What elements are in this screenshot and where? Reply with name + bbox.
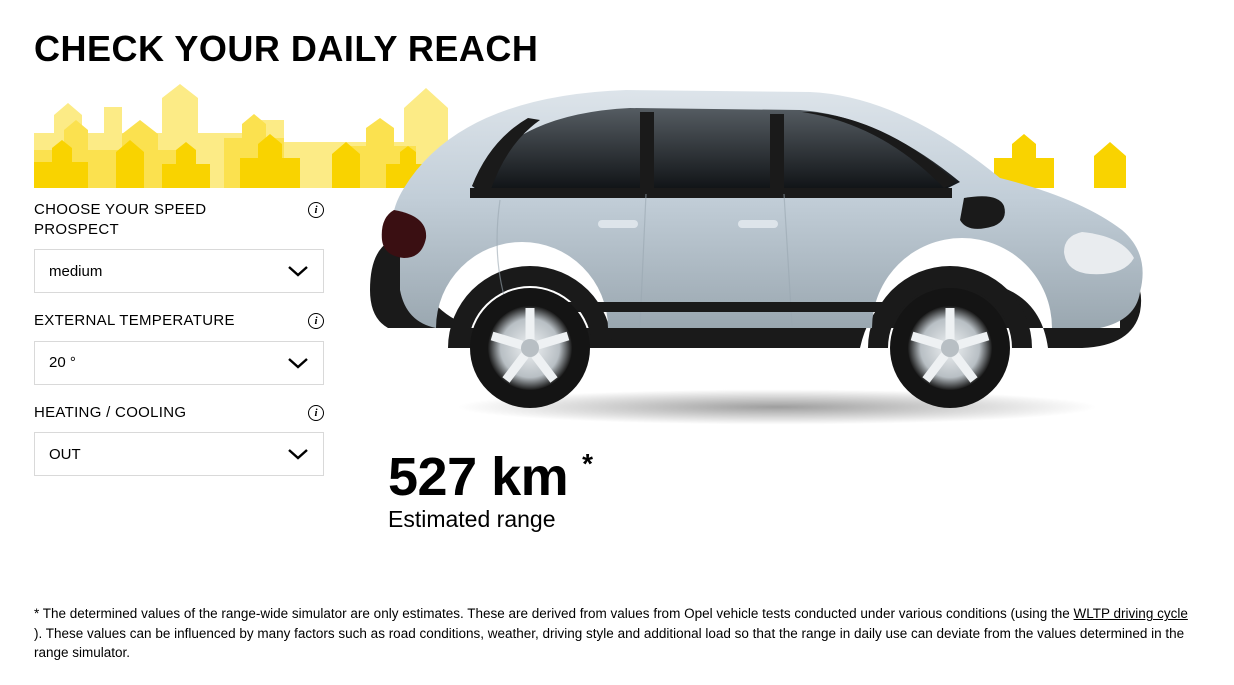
- speed-value: medium: [49, 263, 102, 280]
- footnote: * The determined values of the range-wid…: [34, 604, 1190, 663]
- control-climate: HEATING / COOLING i OUT: [34, 403, 324, 477]
- result-block: 527 km * Estimated range: [388, 450, 593, 533]
- info-icon[interactable]: i: [308, 405, 324, 421]
- info-icon[interactable]: i: [308, 313, 324, 329]
- wltp-link[interactable]: WLTP driving cycle: [1074, 606, 1188, 621]
- footnote-prefix: * The determined values of the range-wid…: [34, 606, 1074, 621]
- control-temperature: EXTERNAL TEMPERATURE i 20 °: [34, 311, 324, 385]
- climate-label: HEATING / COOLING: [34, 403, 186, 423]
- range-label: Estimated range: [388, 506, 593, 533]
- chevron-down-icon: [287, 447, 309, 461]
- chevron-down-icon: [287, 264, 309, 278]
- climate-select[interactable]: OUT: [34, 432, 324, 476]
- speed-label: CHOOSE YOUR SPEED PROSPECT: [34, 200, 274, 239]
- control-speed: CHOOSE YOUR SPEED PROSPECT i medium: [34, 200, 324, 293]
- info-icon[interactable]: i: [308, 202, 324, 218]
- temperature-select[interactable]: 20 °: [34, 341, 324, 385]
- speed-select[interactable]: medium: [34, 249, 324, 293]
- page-title: CHECK YOUR DAILY REACH: [34, 28, 1200, 70]
- temperature-label: EXTERNAL TEMPERATURE: [34, 311, 235, 331]
- range-asterisk: *: [582, 448, 593, 480]
- chevron-down-icon: [287, 356, 309, 370]
- range-value: 527 km: [388, 450, 568, 504]
- temperature-value: 20 °: [49, 354, 76, 371]
- climate-value: OUT: [49, 446, 81, 463]
- footnote-suffix: ). These values can be influenced by man…: [34, 626, 1184, 661]
- controls-panel: CHOOSE YOUR SPEED PROSPECT i medium EXTE…: [34, 200, 324, 494]
- car-image: [340, 70, 1170, 440]
